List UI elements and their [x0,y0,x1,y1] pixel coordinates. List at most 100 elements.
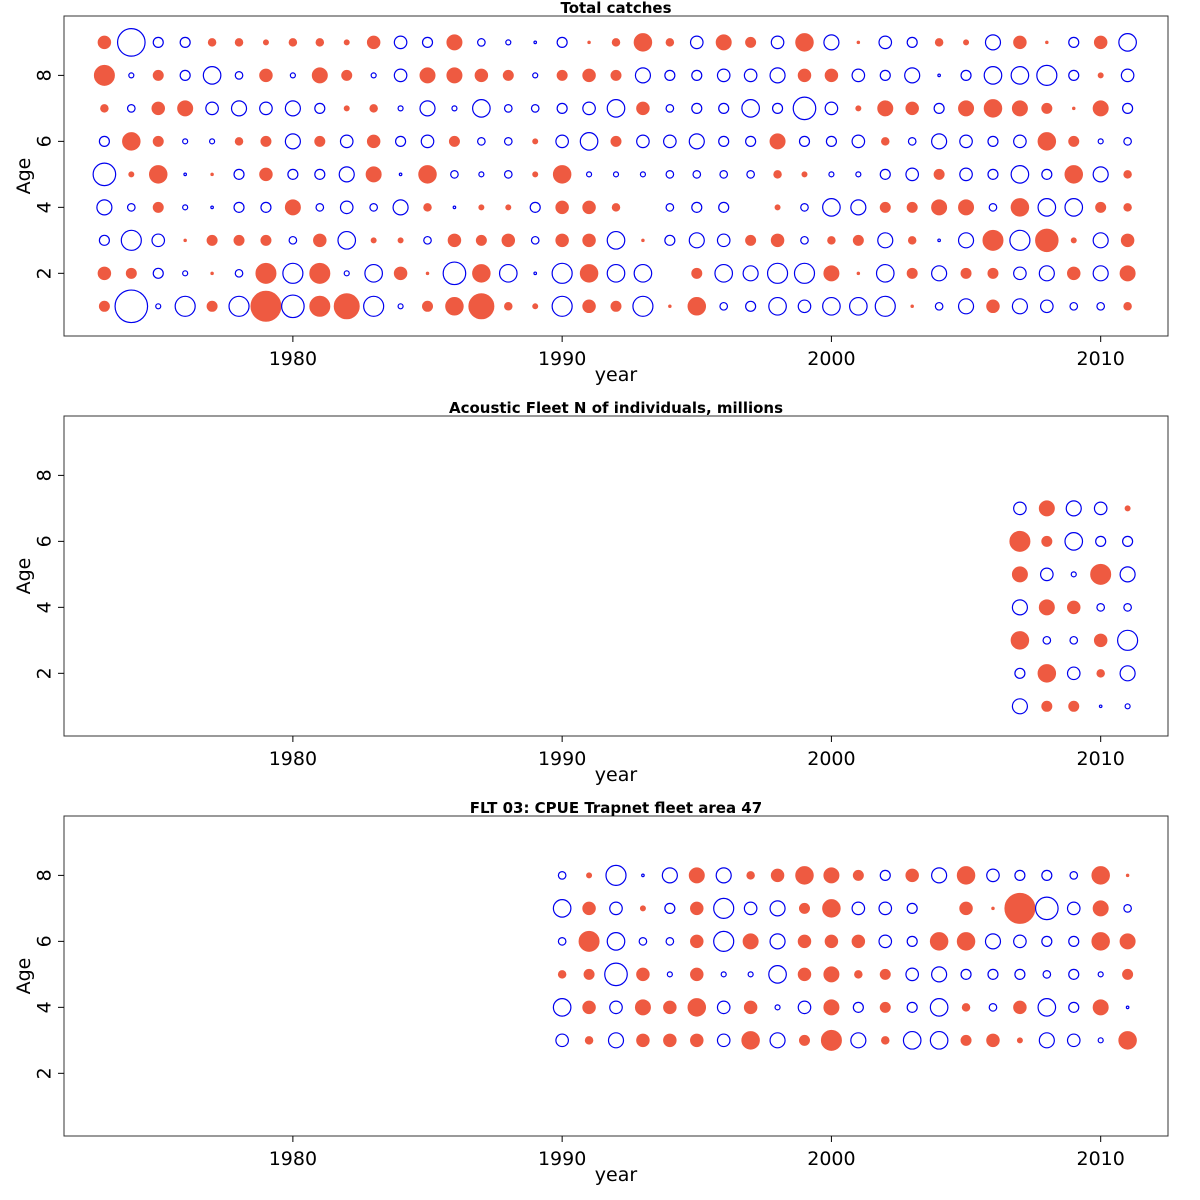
bubble-negative [606,263,626,283]
bubble-positive [801,171,808,178]
bubble-negative [800,235,809,245]
bubble-negative [1037,197,1057,217]
bubble-negative [605,864,627,886]
bubble-negative [1064,197,1084,217]
bubble-negative [937,73,941,78]
bubble-positive [582,901,596,916]
bubble-positive [582,233,596,248]
bubble-negative [551,295,573,317]
bubble-negative [609,901,623,916]
bubble-negative [905,967,920,982]
bubble-negative [716,1000,731,1015]
bubble-positive [152,135,164,147]
y-tick-label: 8 [34,869,56,881]
x-axis-label: year [595,364,638,386]
bubble-negative [769,933,786,950]
bubble-negative [555,1033,569,1048]
bubble-positive [663,1000,677,1015]
bubble-positive [770,233,785,248]
bubble-negative [766,262,789,284]
bubble-negative [314,168,326,180]
bubble-negative [1098,704,1103,709]
bubble-negative [1123,602,1132,612]
bubble-negative [879,69,891,81]
bubble-negative [606,230,626,250]
bubble-negative [116,28,146,57]
y-tick-label: 6 [34,935,56,947]
bubble-positive [472,264,491,283]
bubble-positive [636,101,650,116]
bubble-negative [906,1001,918,1013]
y-tick-label: 2 [34,667,56,679]
bubble-positive [447,233,462,248]
bubble-negative [451,105,458,112]
bubble-negative [421,36,434,48]
bubble-positive [151,101,165,116]
bubble-positive [855,105,862,112]
bubble-positive [690,1033,704,1048]
bubble-positive [610,300,622,312]
bubble-negative [529,201,541,213]
bubble-positive [366,35,381,50]
bubble-positive [505,204,512,211]
bubble-negative [632,295,654,317]
bubble-negative [452,205,457,210]
bubble-negative [503,104,513,113]
bubble-positive [152,69,164,81]
bubble-positive [852,234,864,246]
bubble-positive [1123,203,1132,212]
bubble-negative [719,301,729,311]
bubble-negative [423,235,432,245]
bubble-negative [1066,1033,1081,1048]
y-tick-label: 4 [34,601,56,613]
bubble-negative [612,171,620,178]
bubble-negative [557,937,567,946]
bubble-positive [370,237,377,244]
bubble-negative [182,138,189,145]
bubble-positive [177,100,194,117]
bubble-positive [879,201,891,213]
bubble-positive [369,104,378,113]
y-tick-label: 2 [34,267,56,279]
bubble-positive [958,100,975,117]
bubble-negative [281,294,305,319]
bubble-positive [746,871,755,880]
bubble-negative [478,171,485,178]
bubble-positive [125,267,137,279]
bubble-positive [445,297,464,316]
bubble-negative [1120,68,1135,83]
bubble-negative [556,102,568,114]
bubble-negative [398,172,403,177]
bubble-positive [906,267,918,279]
bubble-negative [582,101,596,116]
bubble-positive [986,299,1000,314]
bubble-negative [877,232,894,249]
bubble-positive [1125,873,1130,878]
bubble-positive [97,266,112,281]
bubble-negative [823,34,840,51]
bubble-positive [555,200,569,215]
bubble-positive [633,33,653,52]
bubble-negative [987,968,999,980]
bubble-positive [446,34,463,51]
bubble-positive [715,34,732,51]
bubble-negative [851,134,866,149]
bubble-positive [956,932,976,951]
bubble-negative [1068,935,1080,947]
bubble-negative [552,997,572,1017]
bubble-negative [960,69,972,81]
bubble-negative [931,867,948,884]
bubble-positive [1067,266,1081,281]
bubble-positive [636,1033,650,1048]
bubble-positive [532,303,539,310]
bubble-positive [1035,228,1059,253]
bubble-positive [1004,892,1036,924]
bubble-positive [284,199,301,216]
bubble-negative [987,135,999,147]
bubble-negative [1124,703,1131,710]
bubble-positive [1009,530,1031,552]
bubble-negative [716,233,731,248]
bubble-positive [288,38,298,47]
bubble-negative [419,100,436,117]
bubble-negative [1069,301,1079,311]
